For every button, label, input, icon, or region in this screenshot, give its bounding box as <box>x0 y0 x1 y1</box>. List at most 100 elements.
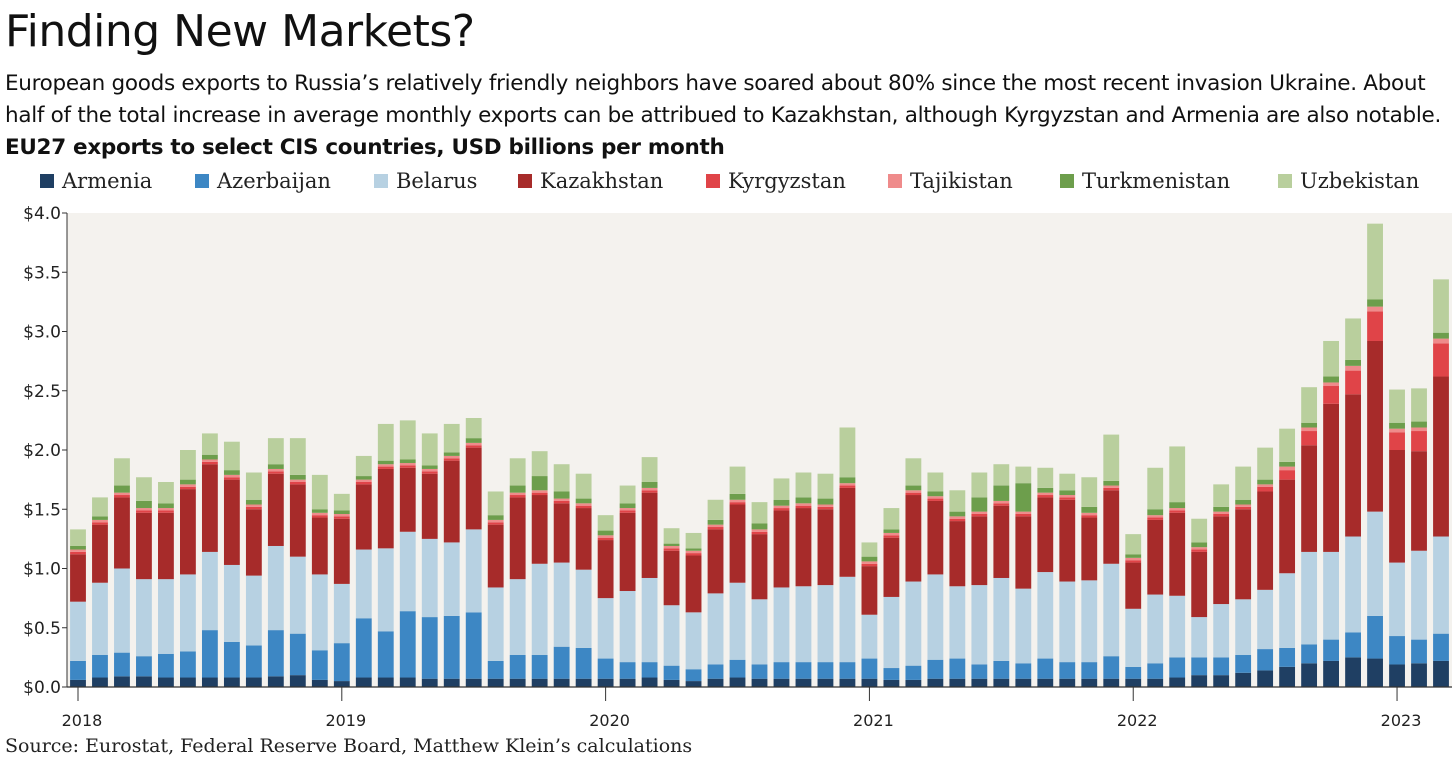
bar-belarus-2020-04 <box>663 605 680 666</box>
bar-tajikistan-2020-11 <box>817 504 834 507</box>
legend-swatch-kazakhstan <box>518 174 532 188</box>
bar-tajikistan-2021-12 <box>1103 485 1120 488</box>
bar-azerbaijan-2022-07 <box>1257 649 1274 671</box>
bar-belarus-2018-04 <box>136 579 152 657</box>
bar-belarus-2021-01 <box>861 614 878 659</box>
bar-armenia-2021-04 <box>927 678 944 687</box>
bar-kazakhstan-2021-01 <box>861 566 878 615</box>
bar-armenia-2023-02 <box>1411 663 1427 687</box>
bar-turkmenistan-2021-01 <box>861 556 878 562</box>
bar-turkmenistan-2022-10 <box>1323 376 1339 383</box>
bar-tajikistan-2019-10 <box>531 490 548 493</box>
bar-uzbekistan-2020-08 <box>751 502 768 524</box>
bar-kyrgyzstan-2021-04 <box>927 498 944 501</box>
bar-tajikistan-2019-02 <box>355 479 372 482</box>
bar-azerbaijan-2021-06 <box>971 664 988 679</box>
bar-belarus-2018-07 <box>201 551 218 631</box>
bar-kazakhstan-2020-06 <box>707 529 724 594</box>
bar-kazakhstan-2022-07 <box>1257 491 1274 590</box>
bar-azerbaijan-2021-09 <box>1037 658 1054 679</box>
bar-belarus-2021-08 <box>1015 588 1032 664</box>
bar-kazakhstan-2022-11 <box>1345 394 1361 537</box>
bar-azerbaijan-2020-12 <box>839 662 856 679</box>
bar-tajikistan-2019-12 <box>575 503 592 506</box>
bar-tajikistan-2018-08 <box>223 474 240 478</box>
bar-armenia-2021-09 <box>1037 678 1054 687</box>
bar-kyrgyzstan-2019-08 <box>487 522 504 525</box>
bar-uzbekistan-2018-11 <box>289 438 306 475</box>
bar-azerbaijan-2019-03 <box>377 631 394 678</box>
bar-kazakhstan-2018-03 <box>114 497 130 569</box>
bar-armenia-2022-06 <box>1235 672 1252 687</box>
bar-tajikistan-2020-02 <box>619 508 636 511</box>
bar-turkmenistan-2021-03 <box>905 485 922 491</box>
bar-azerbaijan-2018-05 <box>158 653 174 678</box>
bar-tajikistan-2019-05 <box>421 468 438 472</box>
bar-tajikistan-2021-05 <box>949 516 966 519</box>
bar-kazakhstan-2020-12 <box>839 487 856 577</box>
bar-kyrgyzstan-2021-10 <box>1059 497 1076 500</box>
bar-uzbekistan-2019-09 <box>509 458 526 486</box>
bar-kyrgyzstan-2023-02 <box>1411 431 1427 452</box>
bar-kazakhstan-2020-03 <box>641 492 658 578</box>
bar-kazakhstan-2019-02 <box>355 484 372 550</box>
bar-tajikistan-2021-07 <box>993 500 1010 504</box>
bar-armenia-2021-02 <box>883 679 900 687</box>
bar-belarus-2021-07 <box>993 577 1010 661</box>
legend-swatch-azerbaijan <box>195 174 209 188</box>
bar-belarus-2022-06 <box>1235 599 1252 656</box>
bar-uzbekistan-2020-05 <box>685 532 702 549</box>
bar-turkmenistan-2018-02 <box>92 516 108 520</box>
bar-uzbekistan-2022-10 <box>1323 340 1339 377</box>
bar-belarus-2022-09 <box>1301 551 1318 645</box>
bar-turkmenistan-2022-01 <box>1125 554 1142 558</box>
chart-title: Finding New Markets? <box>5 6 475 57</box>
bar-azerbaijan-2020-10 <box>795 662 812 679</box>
bar-armenia-2020-10 <box>795 678 812 687</box>
bar-azerbaijan-2021-03 <box>905 665 922 680</box>
y-tick-label: $3.0 <box>23 323 61 343</box>
bar-azerbaijan-2022-08 <box>1279 647 1296 667</box>
bar-armenia-2018-12 <box>311 679 328 687</box>
bar-azerbaijan-2018-11 <box>289 633 306 676</box>
bar-kyrgyzstan-2019-11 <box>553 500 570 504</box>
bar-armenia-2020-07 <box>729 677 746 687</box>
bar-uzbekistan-2022-03 <box>1169 446 1186 503</box>
bar-kyrgyzstan-2018-11 <box>289 482 306 485</box>
bar-azerbaijan-2018-09 <box>245 645 262 678</box>
bar-tajikistan-2018-12 <box>311 512 328 516</box>
bar-kazakhstan-2022-12 <box>1367 340 1383 512</box>
bar-belarus-2018-06 <box>180 574 196 652</box>
bar-belarus-2023-01 <box>1389 562 1405 637</box>
bar-belarus-2021-09 <box>1037 572 1054 659</box>
bar-belarus-2019-12 <box>575 569 592 648</box>
bar-tajikistan-2018-09 <box>245 504 262 507</box>
bar-armenia-2020-05 <box>685 681 702 687</box>
bar-belarus-2020-07 <box>729 582 746 660</box>
bar-kyrgyzstan-2021-11 <box>1081 515 1098 518</box>
bar-azerbaijan-2021-12 <box>1103 656 1120 679</box>
bar-tajikistan-2021-06 <box>971 511 988 514</box>
legend-swatch-armenia <box>40 174 54 188</box>
bar-kyrgyzstan-2018-05 <box>158 510 174 513</box>
bar-tajikistan-2022-01 <box>1125 557 1142 561</box>
bar-kazakhstan-2022-05 <box>1213 516 1230 605</box>
bar-turkmenistan-2019-12 <box>575 498 592 504</box>
bar-tajikistan-2019-06 <box>443 455 460 459</box>
bar-armenia-2018-04 <box>136 676 152 687</box>
bar-uzbekistan-2022-04 <box>1191 518 1208 543</box>
bar-kyrgyzstan-2019-01 <box>333 516 350 519</box>
bar-armenia-2020-01 <box>597 678 614 687</box>
bar-turkmenistan-2022-02 <box>1147 509 1164 516</box>
bar-uzbekistan-2019-08 <box>487 491 504 516</box>
bar-azerbaijan-2018-07 <box>201 630 218 678</box>
bar-kyrgyzstan-2018-12 <box>311 515 328 518</box>
bar-kyrgyzstan-2021-08 <box>1015 513 1032 517</box>
y-tick-label: $1.0 <box>23 560 61 580</box>
bar-uzbekistan-2021-11 <box>1081 477 1098 507</box>
bar-azerbaijan-2018-04 <box>136 656 152 677</box>
bar-armenia-2019-08 <box>487 678 504 687</box>
bar-armenia-2020-02 <box>619 678 636 687</box>
bar-kazakhstan-2021-08 <box>1015 516 1032 589</box>
bar-uzbekistan-2022-07 <box>1257 447 1274 480</box>
